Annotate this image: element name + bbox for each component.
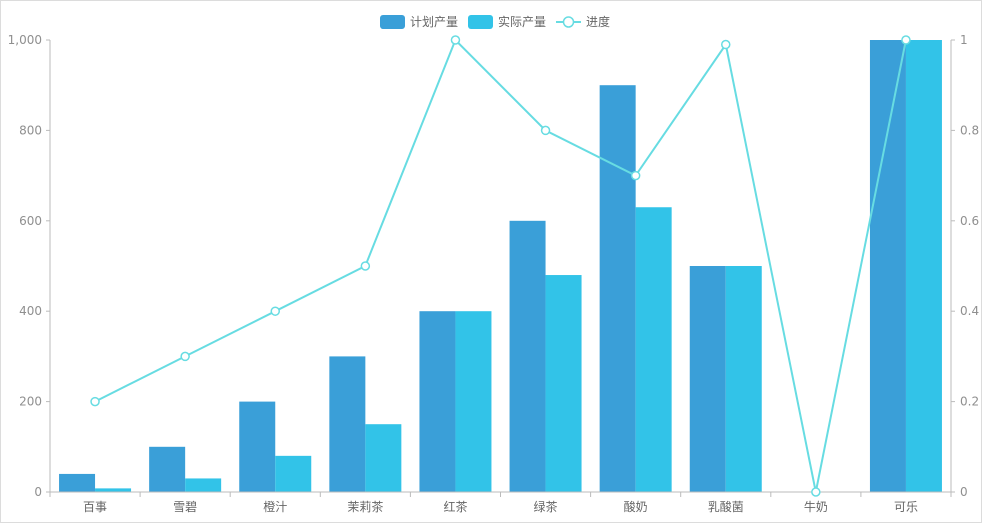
bar-plan bbox=[419, 311, 456, 492]
y-right-tick-label: 0.8 bbox=[960, 123, 979, 137]
legend-swatch bbox=[468, 15, 493, 29]
x-tick-label: 可乐 bbox=[894, 500, 918, 514]
x-tick-label: 牛奶 bbox=[804, 499, 828, 514]
legend-swatch-marker bbox=[562, 16, 575, 28]
point-progress bbox=[360, 261, 371, 271]
y-left-tick-label: 600 bbox=[19, 214, 42, 228]
point-progress bbox=[811, 487, 821, 497]
bar-plan bbox=[239, 401, 276, 492]
y-left-tick-label: 200 bbox=[19, 395, 42, 409]
x-tick-label: 绿茶 bbox=[534, 499, 558, 514]
y-left-tick-label: 1,000 bbox=[8, 33, 42, 47]
x-tick-label: 雪碧 bbox=[173, 500, 197, 514]
point-progress bbox=[90, 396, 100, 407]
x-tick-label: 红茶 bbox=[443, 499, 467, 514]
bar-plan bbox=[149, 446, 186, 492]
y-right-tick-label: 1 bbox=[960, 33, 968, 47]
y-left-tick-label: 0 bbox=[34, 485, 42, 499]
x-tick-label: 乳酸菌 bbox=[708, 499, 744, 514]
point-progress bbox=[270, 306, 280, 316]
bar-actual bbox=[905, 40, 942, 492]
bar-actual bbox=[185, 478, 222, 492]
y-left-tick-label: 800 bbox=[19, 123, 42, 137]
x-tick-label: 酸奶 bbox=[624, 499, 648, 514]
y-right-tick-label: 0.4 bbox=[960, 304, 979, 318]
point-progress bbox=[721, 39, 731, 50]
y-left-tick-label: 400 bbox=[19, 304, 42, 318]
bar-actual bbox=[95, 488, 132, 492]
y-right-tick-label: 0.2 bbox=[960, 395, 979, 409]
y-right-tick-label: 0 bbox=[960, 485, 968, 499]
bar-layer bbox=[59, 40, 942, 493]
x-tick-label: 百事 bbox=[83, 500, 107, 514]
legend-label: 计划产量 bbox=[410, 15, 458, 29]
bar-actual bbox=[455, 311, 492, 492]
point-progress bbox=[901, 35, 911, 45]
legend: 计划产量 实际产量 进度 bbox=[380, 14, 610, 29]
bar-actual bbox=[545, 275, 582, 492]
x-tick-label: 茉莉茶 bbox=[347, 499, 383, 514]
line-progress bbox=[94, 38, 907, 493]
line-layer bbox=[90, 35, 911, 497]
y-right-tick-label: 0.6 bbox=[960, 214, 979, 228]
bar-plan bbox=[59, 473, 96, 492]
legend-label: 进度 bbox=[586, 14, 610, 29]
legend-label: 实际产量 bbox=[498, 14, 546, 29]
bar-actual bbox=[635, 207, 672, 493]
axes-layer: 0 200 400 600 800 1,000 0 0.2 0.4 0.6 0.8 1 百事 雪碧 橙汁 茉莉… bbox=[8, 33, 979, 514]
legend-swatch bbox=[380, 15, 405, 29]
bar-plan bbox=[509, 220, 546, 493]
bar-plan bbox=[869, 40, 906, 492]
point-progress bbox=[540, 125, 551, 136]
bar-actual bbox=[365, 424, 402, 492]
point-progress bbox=[180, 351, 190, 362]
bar-actual bbox=[275, 455, 312, 492]
bar-plan bbox=[599, 85, 636, 492]
bar-plan bbox=[689, 266, 726, 492]
point-progress bbox=[630, 170, 641, 181]
point-progress bbox=[450, 35, 461, 45]
bar-plan bbox=[329, 356, 366, 492]
x-tick-label: 橙汁 bbox=[263, 499, 287, 514]
bar-actual bbox=[725, 266, 762, 492]
